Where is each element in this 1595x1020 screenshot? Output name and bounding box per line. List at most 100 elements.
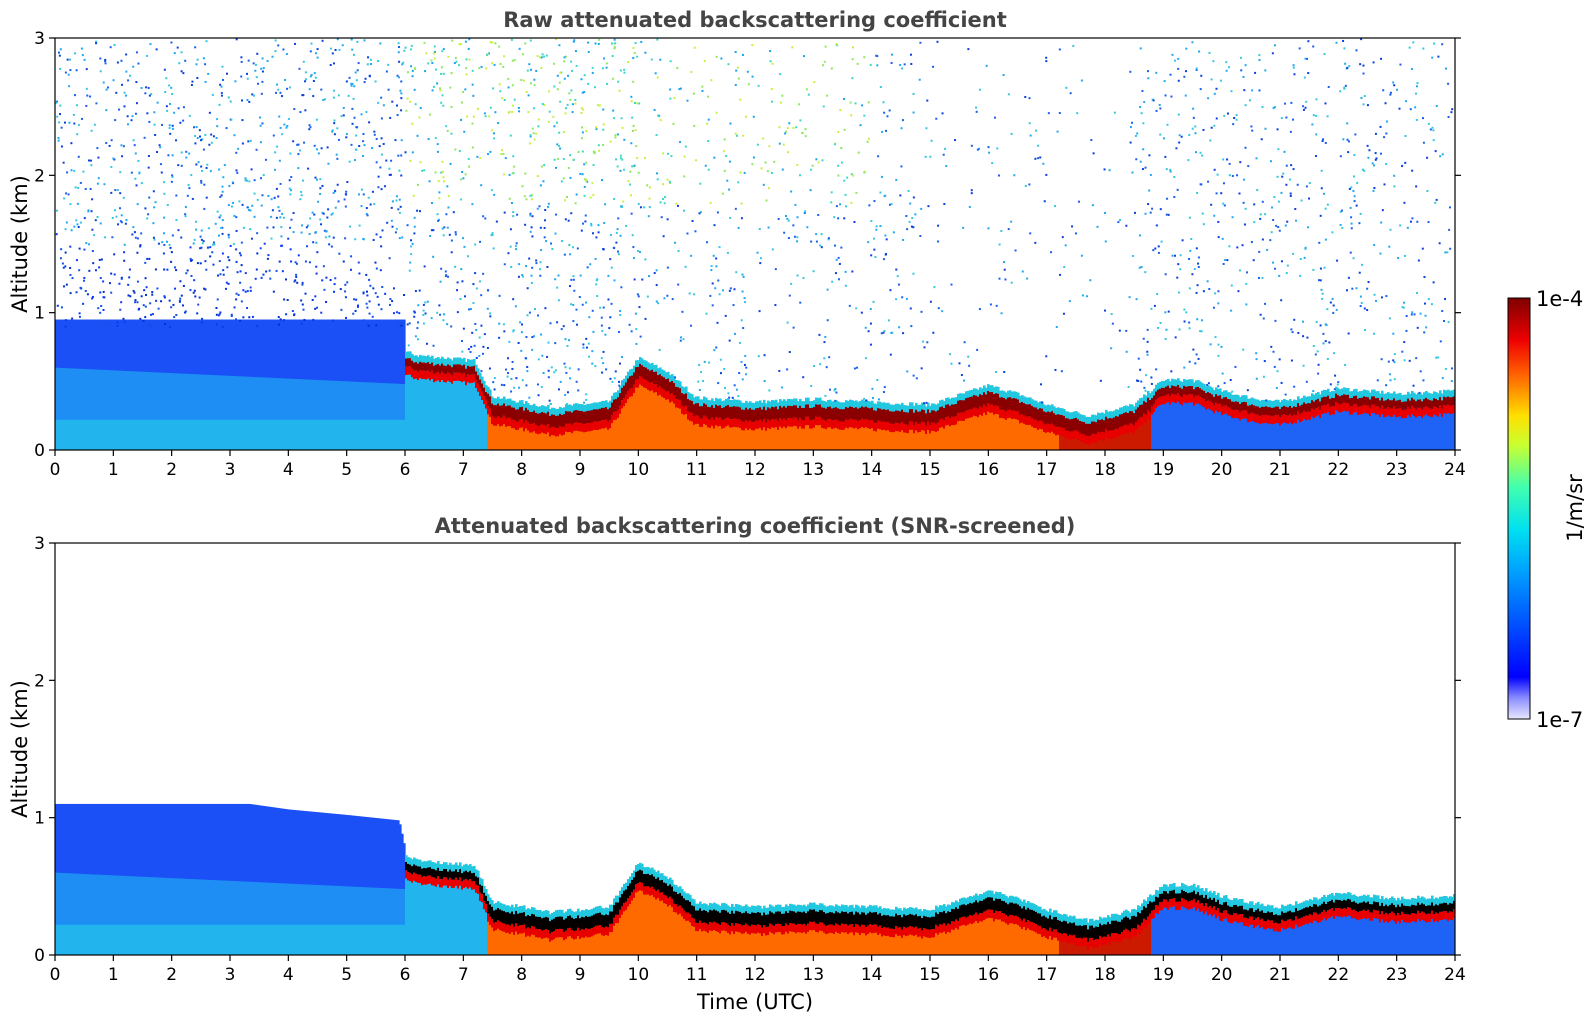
sub-layer bbox=[1259, 407, 1262, 450]
layer-halo bbox=[1363, 389, 1366, 399]
cloud-layer-edge bbox=[1397, 408, 1400, 417]
aerosol-mid bbox=[135, 371, 138, 450]
time-column bbox=[249, 319, 252, 450]
cloud-layer-edge bbox=[1193, 397, 1196, 406]
sub-layer bbox=[879, 408, 882, 450]
sub-layer bbox=[1139, 404, 1142, 450]
noise-speck bbox=[605, 368, 608, 371]
noise-speck bbox=[1366, 309, 1369, 312]
cloud-layer-edge bbox=[525, 420, 528, 429]
cloud-layer-edge bbox=[1333, 406, 1336, 415]
layer-halo bbox=[1191, 379, 1194, 389]
noise-speck bbox=[140, 295, 143, 298]
noise-speck bbox=[1214, 292, 1217, 295]
cloud-layer bbox=[985, 394, 988, 407]
cloud-layer-edge bbox=[793, 417, 796, 426]
noise-speck bbox=[1058, 48, 1061, 51]
cloud-layer-edge bbox=[587, 423, 590, 432]
cloud-layer bbox=[667, 378, 670, 392]
layer-halo bbox=[1419, 392, 1422, 402]
time-column bbox=[1427, 392, 1430, 450]
noise-speck bbox=[79, 221, 82, 224]
time-column bbox=[863, 400, 866, 450]
cloud-layer-edge bbox=[643, 379, 646, 388]
cloud-layer bbox=[807, 404, 810, 417]
cloud-layer-edge bbox=[649, 382, 652, 392]
noise-speck bbox=[623, 71, 626, 74]
cloud-layer-edge bbox=[837, 420, 840, 429]
cloud-layer bbox=[1335, 393, 1338, 402]
cloud-layer bbox=[601, 407, 604, 421]
noise-speck bbox=[1262, 317, 1265, 320]
noise-speck bbox=[910, 62, 913, 65]
noise-speck bbox=[285, 126, 288, 129]
sub-layer bbox=[947, 404, 950, 450]
layer-halo bbox=[999, 390, 1002, 400]
sub-layer bbox=[661, 376, 664, 450]
cloud-layer-edge bbox=[605, 419, 608, 428]
cloud-layer bbox=[625, 382, 628, 395]
noise-speck bbox=[188, 152, 191, 155]
cloud-layer-edge bbox=[1003, 410, 1006, 419]
layer-halo bbox=[961, 393, 964, 403]
cloud-layer bbox=[1165, 386, 1168, 395]
layer-halo bbox=[975, 388, 978, 398]
layer-halo bbox=[1421, 394, 1424, 404]
noise-speck bbox=[1233, 116, 1236, 119]
noise-speck bbox=[247, 208, 250, 211]
time-column bbox=[791, 399, 794, 450]
noise-speck bbox=[1200, 330, 1203, 333]
noise-speck bbox=[450, 239, 453, 242]
noise-speck bbox=[236, 271, 239, 274]
noise-speck bbox=[740, 202, 743, 205]
noise-speck bbox=[837, 278, 840, 281]
noise-speck bbox=[143, 289, 146, 292]
aerosol-mid bbox=[61, 367, 64, 450]
time-column bbox=[1237, 395, 1240, 450]
aerosol-low bbox=[357, 419, 360, 450]
layer-halo bbox=[1061, 408, 1064, 418]
noise-speck bbox=[290, 260, 293, 263]
cloud-layer bbox=[935, 411, 938, 424]
time-column bbox=[349, 319, 352, 450]
time-column bbox=[917, 404, 920, 450]
time-column bbox=[549, 409, 552, 450]
aerosol-mid bbox=[231, 375, 234, 450]
noise-speck bbox=[509, 134, 512, 137]
aerosol-mid bbox=[143, 371, 146, 450]
noise-speck bbox=[707, 118, 710, 121]
cloud-layer bbox=[891, 411, 894, 424]
cloud-layer bbox=[1017, 399, 1020, 412]
noise-speck bbox=[136, 301, 139, 304]
noise-speck bbox=[759, 257, 762, 260]
noise-speck bbox=[219, 83, 222, 86]
cloud-layer-edge bbox=[517, 421, 520, 430]
cloud-layer-edge bbox=[619, 405, 622, 414]
layer-halo bbox=[1007, 390, 1010, 400]
layer-halo bbox=[601, 401, 604, 410]
time-column bbox=[113, 319, 116, 450]
noise-speck bbox=[1416, 82, 1419, 85]
time-column bbox=[77, 319, 80, 450]
noise-speck bbox=[581, 303, 584, 306]
layer-halo bbox=[873, 403, 876, 413]
cloud-layer bbox=[1333, 397, 1336, 407]
aerosol-low bbox=[183, 419, 186, 450]
cloud-layer-edge bbox=[547, 424, 550, 433]
noise-speck bbox=[508, 340, 511, 343]
layer-halo bbox=[1345, 388, 1348, 397]
cloud-layer-edge bbox=[489, 408, 492, 417]
cloud-layer-edge bbox=[407, 366, 410, 375]
noise-speck bbox=[194, 46, 197, 49]
noise-speck bbox=[836, 44, 839, 47]
noise-speck bbox=[492, 381, 495, 384]
time-column bbox=[1007, 390, 1010, 450]
layer-halo bbox=[959, 393, 962, 403]
noise-speck bbox=[503, 211, 506, 214]
layer-halo bbox=[611, 395, 614, 405]
cloud-layer-edge bbox=[1423, 407, 1426, 416]
cloud-layer bbox=[1093, 421, 1096, 434]
noise-speck bbox=[694, 230, 697, 233]
sub-layer bbox=[1433, 398, 1436, 450]
noise-speck bbox=[274, 39, 277, 42]
